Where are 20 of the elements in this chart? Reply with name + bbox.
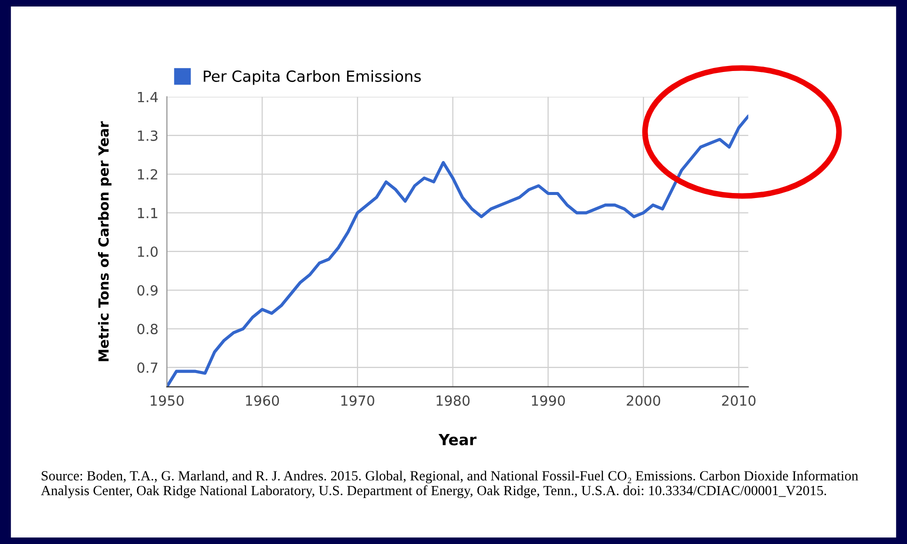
x-tick-label: 1950	[150, 395, 184, 406]
x-tick-label: 1970	[341, 395, 374, 406]
y-axis-title: Metric Tons of Carbon per Year	[98, 121, 112, 362]
y-tick-label: 1.3	[138, 130, 158, 141]
y-tick-label: 1.4	[138, 92, 158, 102]
y-tick-label: 1.0	[138, 246, 158, 257]
line-series	[166, 114, 748, 387]
x-tick-label: 1960	[246, 395, 279, 406]
x-tick-label: 1990	[532, 395, 565, 406]
y-tick-label: 1.1	[138, 208, 158, 218]
legend-label: Per Capita Carbon Emissions	[204, 70, 421, 85]
y-tick-label: 0.8	[137, 324, 158, 334]
x-tick-label: 2010	[722, 395, 756, 406]
x-tick-label: 2000	[626, 395, 660, 406]
x-tick-label: 1980	[436, 395, 470, 406]
y-tick-label: 0.9	[137, 285, 158, 296]
y-tick-label: 0.7	[137, 362, 158, 373]
y-tick-label: 1.2	[138, 169, 158, 180]
source-note: Source: Boden, T.A., G. Marland, and R. J. Andres. 2015. Global, Regional, and National Fossil-Fuel CO₂ Emissions. Carbon Dioxide Information Analysis Center, Oak Ridge National Laboratory, U.S. Department of Energy, Oak Ridge, Tenn., U.S.A. doi: 10.3334/CDIAC/00001_V2015.	[40, 470, 858, 498]
x-axis-title: Year	[438, 434, 476, 446]
